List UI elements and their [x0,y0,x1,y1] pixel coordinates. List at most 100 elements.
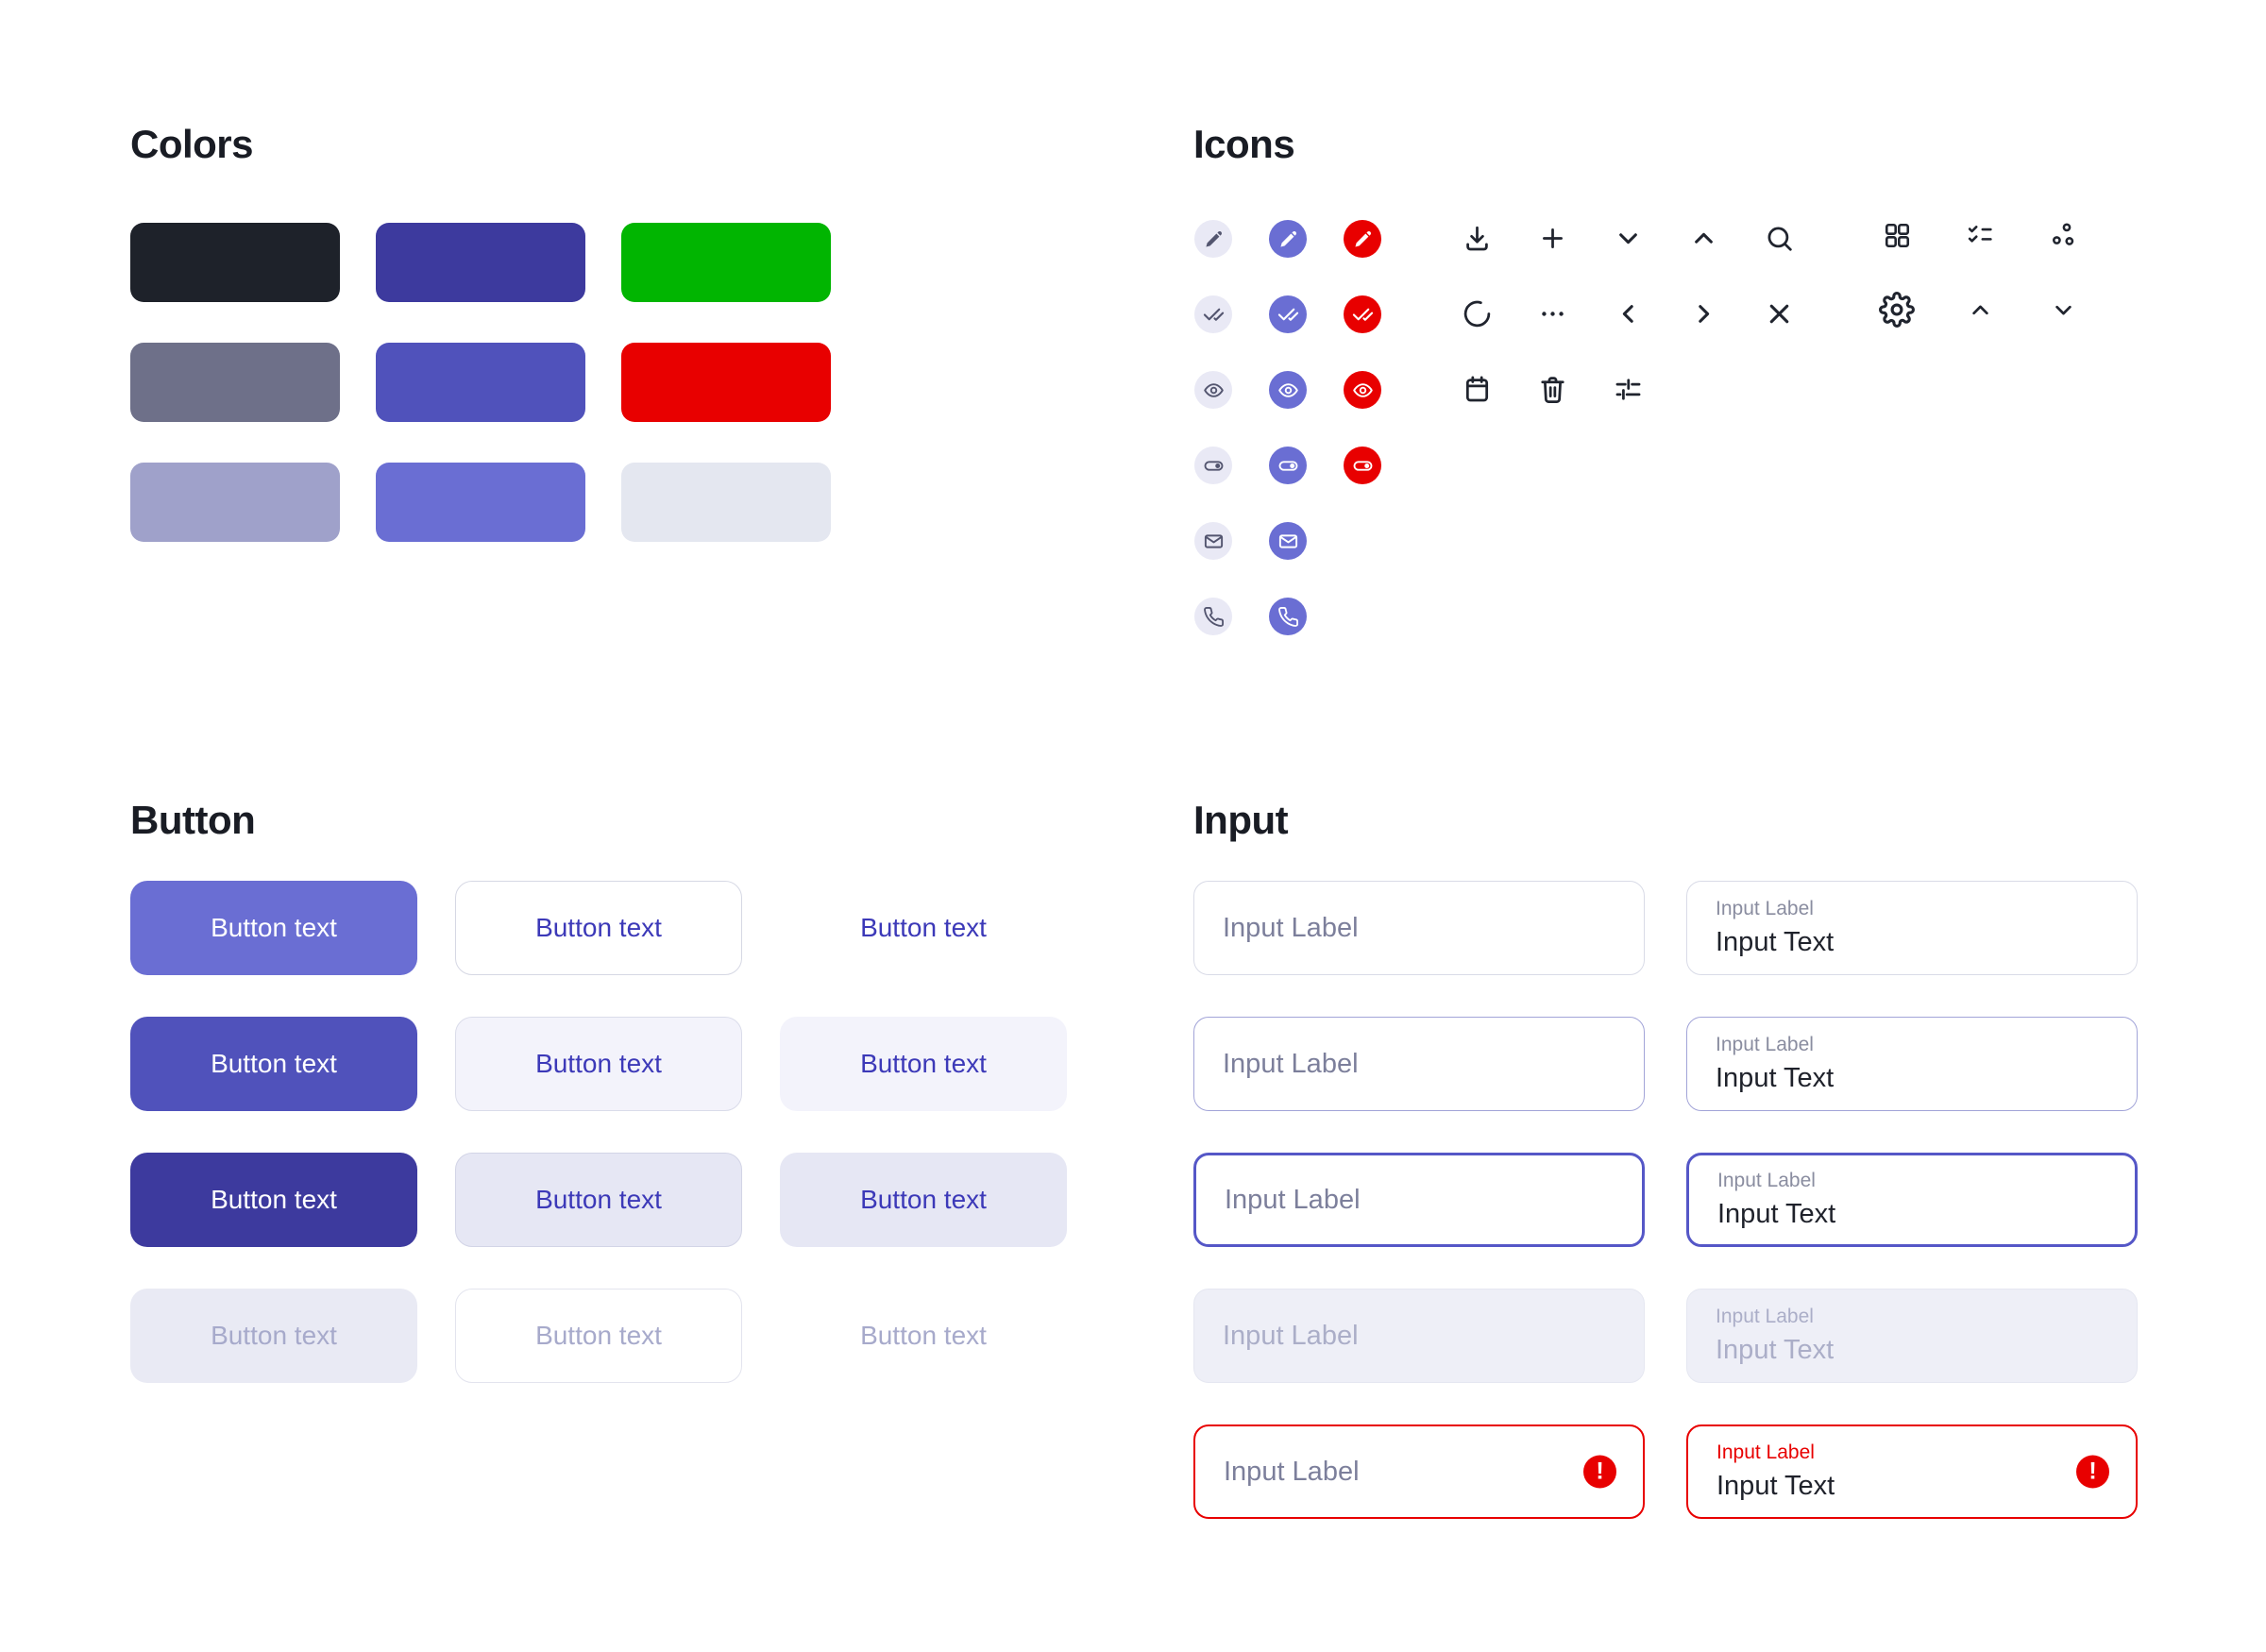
color-swatch-green-500 [621,223,831,302]
input-focused-empty[interactable]: Input Label [1193,1153,1645,1247]
input-hover-filled[interactable]: Input Label Input Text [1686,1017,2138,1111]
button-grid: Button text Button text Button text Butt… [130,881,1067,1383]
button-disabled-filled[interactable]: Button text [130,1289,417,1383]
toggle-icon-button-indigo[interactable] [1269,447,1307,484]
eye-icon [1277,379,1299,401]
input-value: Input Text [1716,1335,1835,1365]
input-value: Input Text [1716,927,1835,957]
button-disabled-outline[interactable]: Button text [455,1289,742,1383]
input-placeholder: Input Label [1225,1184,1361,1215]
close-icon [1764,298,1795,329]
phone-icon-button-indigo[interactable] [1269,598,1307,635]
button-primary-500[interactable]: Button text [130,881,417,975]
input-value: Input Text [1717,1199,1836,1229]
pencil-icon-button-red[interactable] [1344,220,1381,258]
input-disabled-empty: Input Label [1193,1289,1645,1383]
mail-icon [1203,531,1225,552]
mail-icon-button-light[interactable] [1194,522,1232,560]
chevron-left-icon [1613,298,1644,329]
pencil-icon-button-light[interactable] [1194,220,1232,258]
chevron-down-icon [1613,223,1644,254]
icons-section-title: Icons [1193,122,1295,166]
button-disabled-ghost[interactable]: Button text [780,1289,1067,1383]
sliders-icon [1613,374,1644,405]
input-focused-filled[interactable]: Input Label Input Text [1686,1153,2138,1247]
color-swatch-ink-900 [130,223,340,302]
pencil-icon [1352,228,1374,250]
input-error-empty[interactable]: Input Label ! [1193,1424,1645,1519]
plain-icon-grid-left [1462,223,1795,405]
input-label: Input Label [1717,1170,1816,1191]
toggle-icon [1352,455,1374,477]
input-grid: Input Label Input Label Input Text Input… [1193,881,2138,1519]
pencil-icon [1277,228,1299,250]
grid-icon [1883,221,1912,250]
colors-section-title: Colors [130,122,254,166]
plus-icon [1537,223,1568,254]
error-icon: ! [1583,1455,1616,1489]
colors-section: Colors [130,121,831,542]
download-icon [1462,223,1493,254]
ellipsis-icon [1537,298,1568,329]
button-tint-100[interactable]: Button text [780,1153,1067,1247]
button-primary-600[interactable]: Button text [130,1017,417,1111]
checklist-icon [1966,221,1995,250]
calendar-icon [1462,374,1493,405]
input-label: Input Label [1716,1441,1815,1463]
input-label: Input Label [1716,1306,1814,1327]
color-swatch-red-500 [621,343,831,422]
double-check-icon [1203,304,1225,326]
eye-icon-button-indigo[interactable] [1269,371,1307,409]
toggle-icon [1277,455,1299,477]
color-swatch-grid [130,223,831,542]
eye-icon [1352,379,1374,401]
input-disabled-filled: Input Label Input Text [1686,1289,2138,1383]
color-swatch-slate-500 [130,343,340,422]
eye-icon [1203,379,1225,401]
button-outline[interactable]: Button text [455,881,742,975]
eye-icon-button-light[interactable] [1194,371,1232,409]
double-check-icon [1352,304,1374,326]
toggle-icon-button-red[interactable] [1344,447,1381,484]
phone-icon-button-light[interactable] [1194,598,1232,635]
input-placeholder: Input Label [1223,912,1359,943]
loader-icon [1462,298,1493,329]
input-hover-empty[interactable]: Input Label [1193,1017,1645,1111]
double-check-icon-button-indigo[interactable] [1269,295,1307,333]
chevron-down-small-icon [2050,296,2077,324]
circle-icon-button-grid [1194,220,1381,635]
button-tint-50-bordered[interactable]: Button text [455,1017,742,1111]
input-section: Input Input Label Input Label Input Text… [1193,797,2138,1519]
input-default-filled[interactable]: Input Label Input Text [1686,881,2138,975]
eye-icon-button-red[interactable] [1344,371,1381,409]
button-tint-50[interactable]: Button text [780,1017,1067,1111]
button-section: Button Button text Button text Button te… [130,797,1067,1383]
double-check-icon-button-red[interactable] [1344,295,1381,333]
double-check-icon [1277,304,1299,326]
input-error-filled[interactable]: Input Label Input Text ! [1686,1424,2138,1519]
mail-icon [1277,531,1299,552]
mail-icon-button-indigo[interactable] [1269,522,1307,560]
color-swatch-indigo-300 [130,463,340,542]
pencil-icon [1203,228,1225,250]
dots-cluster-icon [2049,221,2078,250]
double-check-icon-button-light[interactable] [1194,295,1232,333]
chevron-up-icon [1688,223,1719,254]
color-swatch-indigo-500 [376,463,585,542]
button-tint-100-bordered[interactable]: Button text [455,1153,742,1247]
button-primary-700[interactable]: Button text [130,1153,417,1247]
chevron-right-icon [1688,298,1719,329]
input-value: Input Text [1716,1063,1835,1093]
button-section-title: Button [130,798,256,842]
input-placeholder: Input Label [1223,1320,1359,1351]
trash-icon [1537,374,1568,405]
input-label: Input Label [1716,898,1814,919]
input-value: Input Text [1716,1471,1835,1501]
input-placeholder: Input Label [1223,1048,1359,1079]
input-default-empty[interactable]: Input Label [1193,881,1645,975]
toggle-icon-button-light[interactable] [1194,447,1232,484]
button-ghost[interactable]: Button text [780,881,1067,975]
pencil-icon-button-indigo[interactable] [1269,220,1307,258]
input-label: Input Label [1716,1034,1814,1055]
